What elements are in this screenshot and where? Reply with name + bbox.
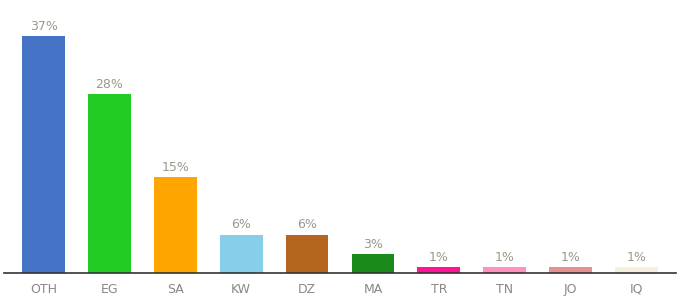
- Text: 15%: 15%: [161, 161, 189, 174]
- Bar: [483, 267, 526, 273]
- Text: 6%: 6%: [231, 218, 251, 232]
- Text: 3%: 3%: [363, 238, 383, 251]
- Bar: [286, 235, 328, 273]
- Text: 28%: 28%: [96, 78, 124, 91]
- Bar: [615, 267, 658, 273]
- Text: 1%: 1%: [494, 250, 515, 263]
- Bar: [22, 36, 65, 273]
- Text: 1%: 1%: [560, 250, 581, 263]
- Bar: [418, 267, 460, 273]
- Text: 37%: 37%: [30, 20, 58, 33]
- Text: 6%: 6%: [297, 218, 317, 232]
- Text: 1%: 1%: [429, 250, 449, 263]
- Bar: [549, 267, 592, 273]
- Text: 1%: 1%: [626, 250, 646, 263]
- Bar: [352, 254, 394, 273]
- Bar: [88, 94, 131, 273]
- Bar: [154, 177, 197, 273]
- Bar: [220, 235, 262, 273]
